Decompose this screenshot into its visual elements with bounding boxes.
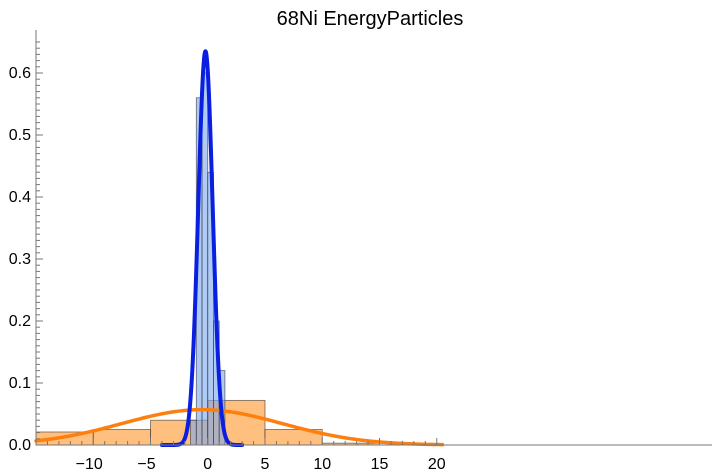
- y-tick-label: 0.3: [9, 251, 31, 268]
- y-tick-label: 0.2: [9, 313, 31, 330]
- x-tick-label: −5: [137, 456, 155, 473]
- x-tick-label: 20: [428, 456, 446, 473]
- curve-wide-fit: [34, 407, 445, 447]
- x-tick-label: −10: [76, 456, 103, 473]
- y-tick-label: 0.0: [9, 437, 31, 454]
- chart-title: 68Ni EnergyParticles: [277, 8, 464, 30]
- histogram-bar-narrow-0: [190, 419, 197, 446]
- x-tick-label: 5: [261, 456, 270, 473]
- x-tick-label: 0: [203, 456, 212, 473]
- y-tick-label: 0.5: [9, 127, 31, 144]
- y-tick-label: 0.4: [9, 189, 31, 206]
- x-tick-label: 15: [371, 456, 389, 473]
- axes: −10 −5 0 5 10 15 20 0.0 0.1 0.2 0.3 0.4 0.5 0.6: [9, 30, 712, 473]
- x-tick-label: 10: [313, 456, 331, 473]
- y-tick-label: 0.6: [9, 65, 31, 82]
- histogram-bar-wide-1: [92, 429, 151, 446]
- y-tick-label: 0.1: [9, 375, 31, 392]
- fit-curves: [34, 49, 445, 447]
- histogram-bar-narrow-2: [201, 72, 209, 446]
